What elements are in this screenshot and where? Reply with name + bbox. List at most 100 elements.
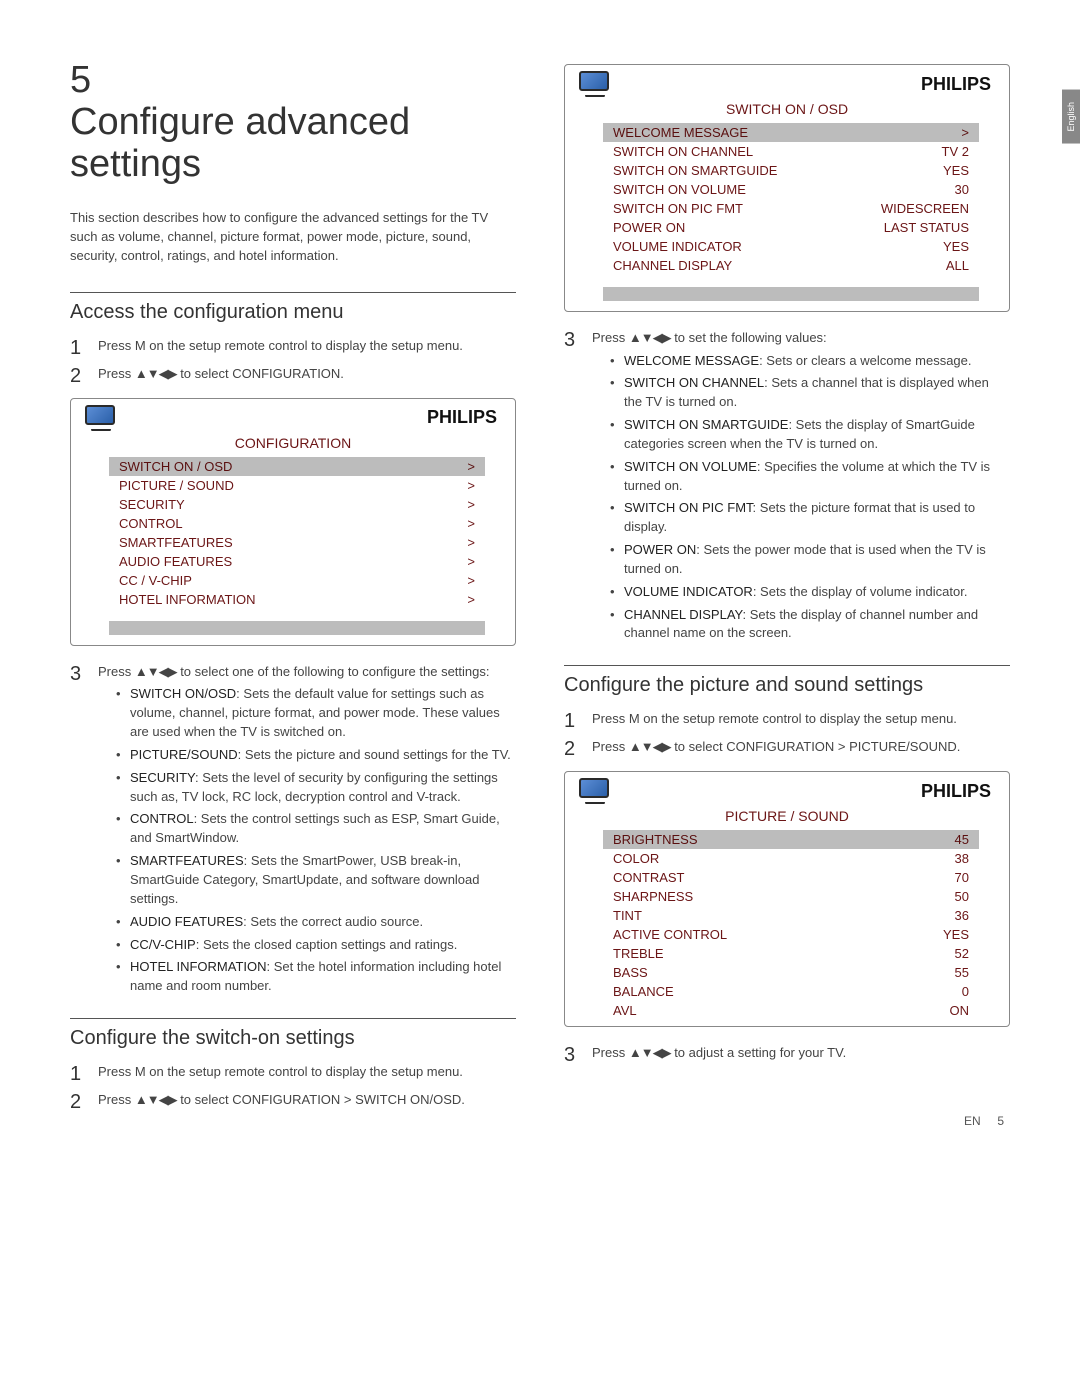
list-item: VOLUME INDICATOR: Sets the display of vo… (610, 583, 1010, 602)
osd-title: PICTURE / SOUND (565, 806, 1009, 830)
list-item: CONTROL: Sets the control settings such … (116, 810, 516, 848)
osd-row: SMARTFEATURES> (109, 533, 485, 552)
osd-row-value: 30 (955, 182, 969, 197)
osd-row: BRIGHTNESS45 (603, 830, 979, 849)
text: to select CONFIGURATION > SWITCH ON/OSD. (177, 1092, 465, 1107)
item-lead: VOLUME INDICATOR (624, 584, 753, 599)
osd-row: SHARPNESS 50 (603, 887, 979, 906)
arrow-keys-icon: ▲▼◀▶ (629, 1045, 671, 1060)
osd-footer-bar (603, 287, 979, 301)
right-column: PHILIPS SWITCH ON / OSD WELCOME MESSAGE>… (564, 60, 1010, 1118)
osd-row-value: 50 (955, 889, 969, 904)
chapter-heading: 5 Configure advanced settings (70, 60, 516, 185)
osd-row-label: SHARPNESS (613, 889, 693, 904)
section-title-switchon: Configure the switch-on settings (70, 1027, 516, 1050)
osd-row: CC / V-CHIP> (109, 571, 485, 590)
item-text: : Sets the picture and sound settings fo… (238, 747, 511, 762)
page-footer: EN 5 (964, 1114, 1004, 1128)
text: Press (98, 664, 135, 679)
chapter-number: 5 (70, 60, 116, 102)
brand-logo: PHILIPS (921, 781, 991, 802)
list-item: CHANNEL DISPLAY: Sets the display of cha… (610, 606, 1010, 644)
text: Press (592, 1045, 629, 1060)
osd-row-value: LAST STATUS (884, 220, 969, 235)
steps-access-3: 3 Press ▲▼◀▶ to select one of the follow… (70, 662, 516, 1000)
osd-row: COLOR38 (603, 849, 979, 868)
osd-row-value: > (961, 125, 969, 140)
osd-row: SWITCH ON / OSD> (109, 457, 485, 476)
tv-icon (85, 405, 119, 431)
osd-row-label: PICTURE / SOUND (119, 478, 234, 493)
item-lead: POWER ON (624, 542, 696, 557)
arrow-keys-icon: ▲▼◀▶ (629, 330, 671, 345)
step-number: 1 (564, 709, 582, 733)
osd-row: AUDIO FEATURES> (109, 552, 485, 571)
list-item: HOTEL INFORMATION: Set the hotel informa… (116, 958, 516, 996)
list-item: SWITCH ON CHANNEL: Sets a channel that i… (610, 374, 1010, 412)
list-item: SECURITY: Sets the level of security by … (116, 769, 516, 807)
text: Press (592, 330, 629, 345)
osd-row-label: SWITCH ON CHANNEL (613, 144, 753, 159)
list-item: PICTURE/SOUND: Sets the picture and soun… (116, 746, 516, 765)
osd-row: ACTIVE CONTROLYES (603, 925, 979, 944)
osd-row-label: BRIGHTNESS (613, 832, 698, 847)
item-lead: SWITCH ON CHANNEL (624, 375, 764, 390)
osd-rows: WELCOME MESSAGE>SWITCH ON CHANNELTV 2SWI… (565, 123, 1009, 281)
osd-row: CHANNEL DISPLAYALL (603, 256, 979, 275)
steps-picture: 1 Press M on the setup remote control to… (564, 709, 1010, 761)
osd-row-value: 36 (955, 908, 969, 923)
osd-row-value: YES (943, 927, 969, 942)
osd-row-label: AVL (613, 1003, 637, 1018)
step-text: Press ▲▼◀▶ to select CONFIGURATION > SWI… (98, 1090, 516, 1114)
item-lead: PICTURE/SOUND (130, 747, 238, 762)
brand-logo: PHILIPS (921, 74, 991, 95)
osd-row-value: 55 (955, 965, 969, 980)
step-text: Press M on the setup remote control to d… (98, 1062, 516, 1086)
osd-row: CONTRAST 70 (603, 868, 979, 887)
language-tab: English (1062, 90, 1080, 144)
steps-switchon: 1 Press M on the setup remote control to… (70, 1062, 516, 1114)
step-text: Press ▲▼◀▶ to select CONFIGURATION. (98, 364, 516, 388)
osd-row-label: SWITCH ON / OSD (119, 459, 232, 474)
text: to set the following values: (671, 330, 827, 345)
text: to select CONFIGURATION. (177, 366, 344, 381)
section-title-access: Access the configuration menu (70, 301, 516, 324)
list-item: SWITCH ON VOLUME: Specifies the volume a… (610, 458, 1010, 496)
osd-row: SWITCH ON CHANNEL TV 2 (603, 142, 979, 161)
osd-row-label: WELCOME MESSAGE (613, 125, 748, 140)
footer-page: 5 (997, 1114, 1004, 1128)
left-column: 5 Configure advanced settings This secti… (70, 60, 516, 1118)
osd-row-label: CONTRAST (613, 870, 685, 885)
step-text: Press M on the setup remote control to d… (98, 336, 516, 360)
footer-lang: EN (964, 1114, 981, 1128)
list-item: SWITCH ON SMARTGUIDE: Sets the display o… (610, 416, 1010, 454)
osd-row-value: 70 (955, 870, 969, 885)
item-lead: CONTROL (130, 811, 194, 826)
osd-rows: BRIGHTNESS45COLOR38 CONTRAST 70 SHARPNESS 50… (565, 830, 1009, 1026)
osd-row-label: CONTROL (119, 516, 183, 531)
chapter-title: Configure advanced settings (70, 102, 466, 186)
steps-picture-3: 3 Press ▲▼◀▶ to adjust a setting for you… (564, 1043, 1010, 1067)
osd-row-label: SWITCH ON PIC FMT (613, 201, 743, 216)
item-lead: CHANNEL DISPLAY (624, 607, 743, 622)
list-item: AUDIO FEATURES: Sets the correct audio s… (116, 913, 516, 932)
osd-picture-menu: PHILIPS PICTURE / SOUND BRIGHTNESS45COLO… (564, 771, 1010, 1027)
step-text: Press ▲▼◀▶ to select one of the followin… (98, 662, 516, 1000)
list-item: SMARTFEATURES: Sets the SmartPower, USB … (116, 852, 516, 909)
item-lead: CC/V-CHIP (130, 937, 196, 952)
osd-row-label: TINT (613, 908, 642, 923)
osd-row-value: TV 2 (942, 144, 969, 159)
osd-row-value: > (467, 592, 475, 607)
osd-row-label: SWITCH ON VOLUME (613, 182, 746, 197)
step-number: 3 (564, 1043, 582, 1067)
osd-row: TINT 36 (603, 906, 979, 925)
osd-row: BASS55 (603, 963, 979, 982)
osd-row: VOLUME INDICATORYES (603, 237, 979, 256)
osd-row-value: YES (943, 239, 969, 254)
steps-switchon-3: 3 Press ▲▼◀▶ to set the following values… (564, 328, 1010, 647)
osd-row: PICTURE / SOUND> (109, 476, 485, 495)
text: Press (592, 739, 629, 754)
osd-row: SWITCH ON SMARTGUIDEYES (603, 161, 979, 180)
osd-row-label: TREBLE (613, 946, 664, 961)
osd-row-label: CHANNEL DISPLAY (613, 258, 732, 273)
